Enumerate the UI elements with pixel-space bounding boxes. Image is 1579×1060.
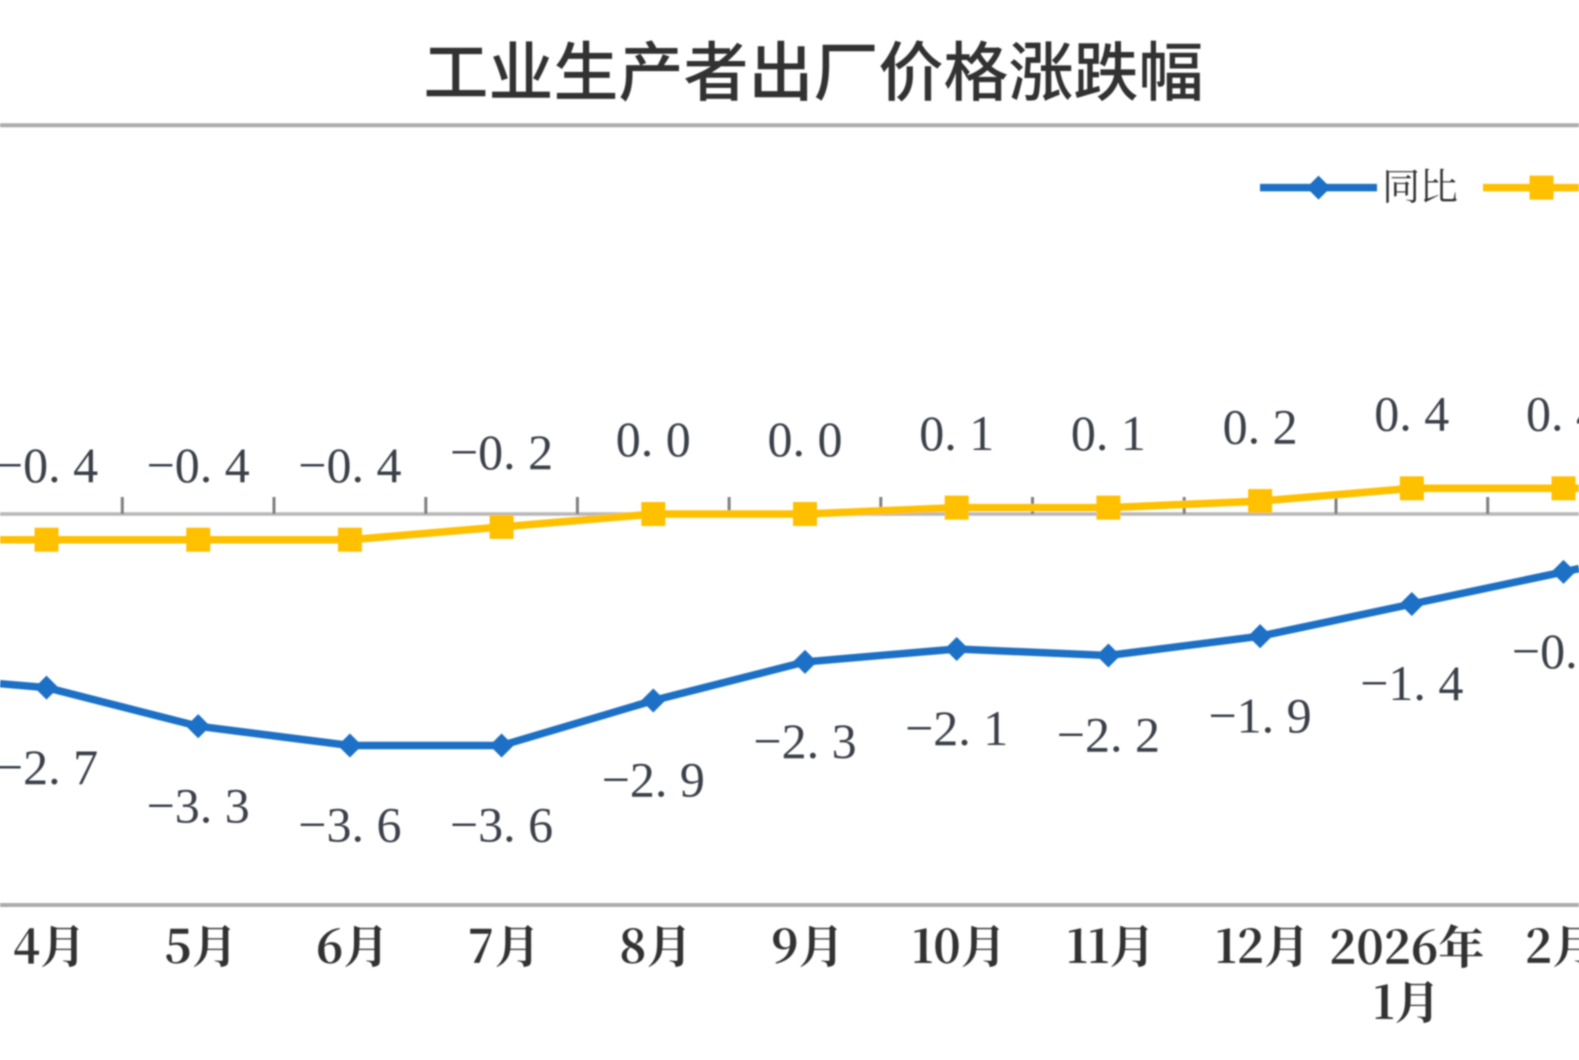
svg-text:−2. 1: −2. 1 — [905, 700, 1008, 756]
svg-text:0. 1: 0. 1 — [919, 405, 994, 461]
svg-text:−0. 4: −0. 4 — [298, 437, 401, 493]
svg-text:0. 4: 0. 4 — [1374, 386, 1449, 442]
svg-text:−2. 7: −2. 7 — [0, 739, 98, 795]
svg-text:0. 0: 0. 0 — [768, 411, 843, 467]
svg-text:0. 4: 0. 4 — [1526, 386, 1579, 442]
svg-text:−2. 9: −2. 9 — [602, 752, 705, 808]
svg-text:0. 1: 0. 1 — [1071, 405, 1146, 461]
svg-text:−2. 3: −2. 3 — [753, 713, 856, 769]
svg-text:−0. 9: −0. 9 — [1512, 623, 1579, 679]
svg-text:−0. 2: −0. 2 — [450, 424, 553, 480]
svg-text:0. 0: 0. 0 — [616, 411, 691, 467]
svg-text:−3. 6: −3. 6 — [298, 797, 401, 853]
svg-text:−1. 9: −1. 9 — [1208, 687, 1311, 743]
svg-text:−0. 4: −0. 4 — [147, 437, 250, 493]
svg-text:0. 2: 0. 2 — [1223, 398, 1298, 454]
svg-text:−1. 4: −1. 4 — [1360, 655, 1463, 711]
svg-text:−0. 4: −0. 4 — [0, 437, 98, 493]
svg-text:−2. 2: −2. 2 — [1057, 707, 1160, 763]
svg-text:−3. 3: −3. 3 — [147, 777, 250, 833]
svg-text:−3. 6: −3. 6 — [450, 797, 553, 853]
